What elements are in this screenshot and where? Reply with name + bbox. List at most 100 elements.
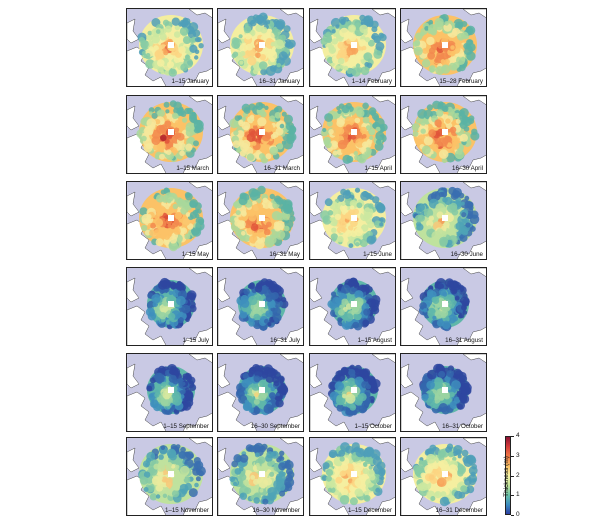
ice-cell [462,293,468,299]
ice-cell [369,376,376,383]
ice-cell [233,481,238,486]
ice-cell [231,37,240,45]
ice-cell [352,321,359,329]
ice-cell [427,51,436,60]
arctic-map-svg [127,268,212,345]
ice-cell [350,205,355,210]
ice-cell [418,460,424,465]
panel-date-label: 16–30 November [252,507,300,514]
panel-date-label: 15–28 February [439,78,483,85]
ice-cell [455,119,461,124]
ice-cell [373,387,379,393]
ice-cell [253,478,260,485]
ice-cell [265,19,271,25]
ice-cell [163,399,171,407]
ice-cell [244,220,252,229]
ice-cell [157,59,165,67]
ice-cell [444,21,449,26]
ice-cell [356,50,366,60]
pole-hole [259,387,265,393]
panel-date-label: 1–14 February [351,78,392,85]
ice-cell [149,493,157,501]
arctic-map-svg [401,268,486,345]
ice-cell [269,193,275,200]
ice-cell [143,471,151,478]
ice-cell [173,31,181,38]
sea-ice-thickness-field [419,363,472,415]
ice-cell [184,233,191,240]
ice-cell [165,109,170,114]
ice-cell [139,207,148,216]
land-mass [310,96,395,173]
ice-cell [429,307,436,314]
ice-cell [424,26,430,31]
ice-cell [418,482,428,492]
ice-cell [188,488,198,498]
pole-hole [168,471,174,477]
ice-cell [374,220,382,228]
panel-date-label: 1–15 August [357,337,392,344]
ice-cell [260,68,267,76]
ice-cell [412,41,419,47]
land-mass [218,182,303,259]
ice-cell [334,213,342,221]
colorbar-tick-mark [511,475,514,477]
pole-hole [442,215,448,221]
ice-cell [269,146,279,156]
ice-cell [270,450,279,459]
ice-cell [273,286,279,292]
ice-cell [335,396,346,406]
ice-cell [158,53,164,59]
ice-cell [185,122,195,132]
ice-cell [281,471,286,476]
ice-cell [335,24,340,29]
ice-cell [196,468,201,473]
ice-cell [429,290,437,299]
sea-ice-thickness-field [320,442,386,506]
ice-cell [269,494,274,500]
land-mass [127,268,212,345]
ice-cell [452,315,458,322]
ice-cell [361,284,366,290]
ice-cell [461,21,468,27]
ice-cell [451,380,461,390]
ice-cell [356,202,363,209]
ice-cell [247,116,255,124]
ice-cell [361,45,367,51]
ice-cell [145,307,155,317]
ice-cell [175,444,181,449]
ice-cell [234,217,239,222]
ice-cell [233,130,239,136]
ice-cell [157,461,165,469]
ice-cell [468,205,474,211]
ice-cell [270,41,276,47]
ice-cell [364,212,370,218]
ice-cell [360,126,367,134]
colorbar-label: Thickness (m) [502,456,510,497]
ice-cell [373,35,381,44]
ice-cell [238,34,243,39]
ice-cell [348,225,354,231]
ice-cell [460,485,468,493]
sea-ice-thickness-field [411,100,480,164]
ice-cell [471,463,477,470]
pole-hole [168,387,174,393]
land-mass [310,438,395,515]
ice-cell [184,482,192,491]
ice-cell [146,214,152,219]
ice-cell [341,298,349,306]
ice-cell [186,290,197,301]
ice-cell [432,143,439,150]
ice-cell [253,313,260,321]
ice-cell [151,475,162,486]
ice-cell [263,403,274,414]
ice-cell [461,212,467,218]
ice-cell [195,476,201,482]
ice-cell [348,243,354,248]
map-panel: 16–31 March [217,95,304,174]
ice-cell [365,125,372,131]
panel-date-label: 16–31 May [269,251,300,258]
ice-cell [462,298,470,306]
ice-cell [180,63,188,72]
ice-cell [329,451,336,458]
